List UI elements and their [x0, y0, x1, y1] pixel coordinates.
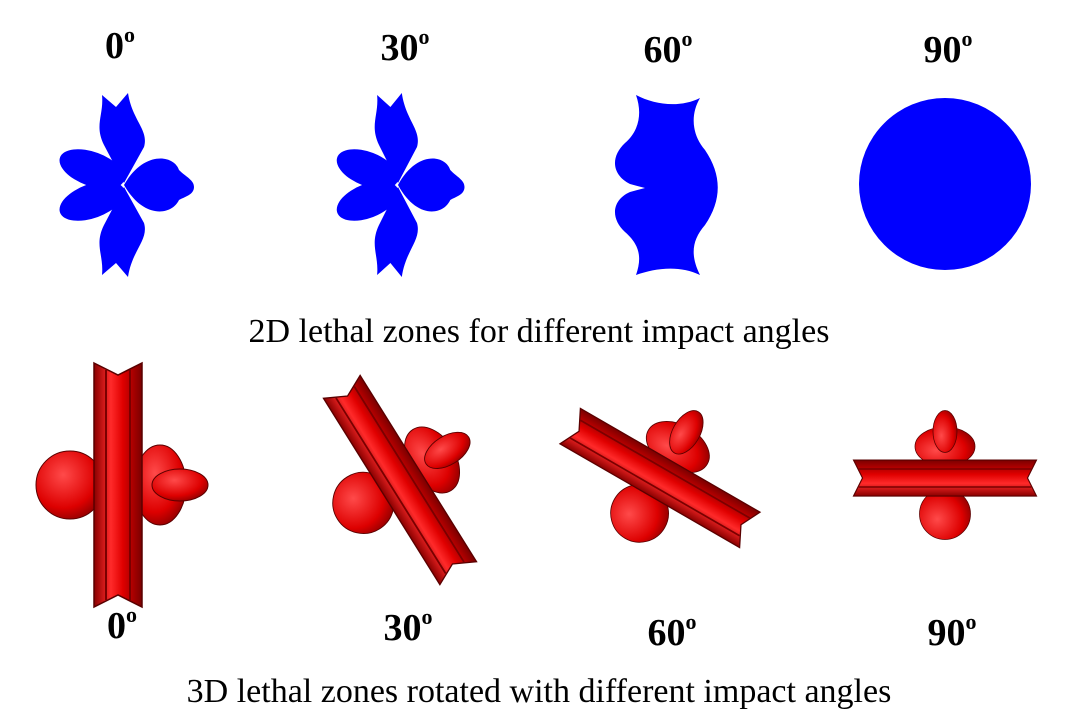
angle-unit: o	[686, 609, 697, 634]
angle-value: 60	[648, 612, 686, 654]
angle-value: 90	[924, 29, 962, 71]
angle-unit: o	[126, 602, 137, 627]
caption: 3D lethal zones rotated with different i…	[187, 673, 892, 710]
angle-label: 60o	[644, 26, 693, 71]
angle-label: 0o	[107, 602, 137, 647]
angle-label: 90o	[924, 26, 973, 71]
angle-label: 30o	[381, 24, 430, 69]
angle-unit: o	[419, 24, 430, 49]
zone-2d	[614, 95, 718, 275]
angle-unit: o	[962, 26, 973, 51]
angle-value: 30	[381, 27, 419, 69]
angle-value: 60	[644, 29, 682, 71]
angle-label: 30o	[384, 604, 433, 649]
zone-3d	[852, 409, 1038, 541]
zone-2d	[54, 93, 194, 277]
angle-unit: o	[966, 609, 977, 634]
angle-label: 90o	[928, 609, 977, 654]
zone-3d	[35, 362, 209, 608]
angle-unit: o	[124, 22, 135, 47]
angle-unit: o	[682, 26, 693, 51]
angle-value: 30	[384, 607, 422, 649]
angle-value: 0	[107, 605, 126, 647]
zone-2d	[859, 98, 1031, 270]
angle-unit: o	[422, 604, 433, 629]
zone-2d	[331, 93, 465, 277]
angle-label: 0o	[105, 22, 135, 67]
zone-3d	[534, 359, 789, 592]
zone-3d	[278, 343, 528, 614]
angle-value: 0	[105, 25, 124, 67]
caption: 2D lethal zones for different impact ang…	[249, 313, 830, 350]
angle-label: 60o	[648, 609, 697, 654]
angle-value: 90	[928, 612, 966, 654]
